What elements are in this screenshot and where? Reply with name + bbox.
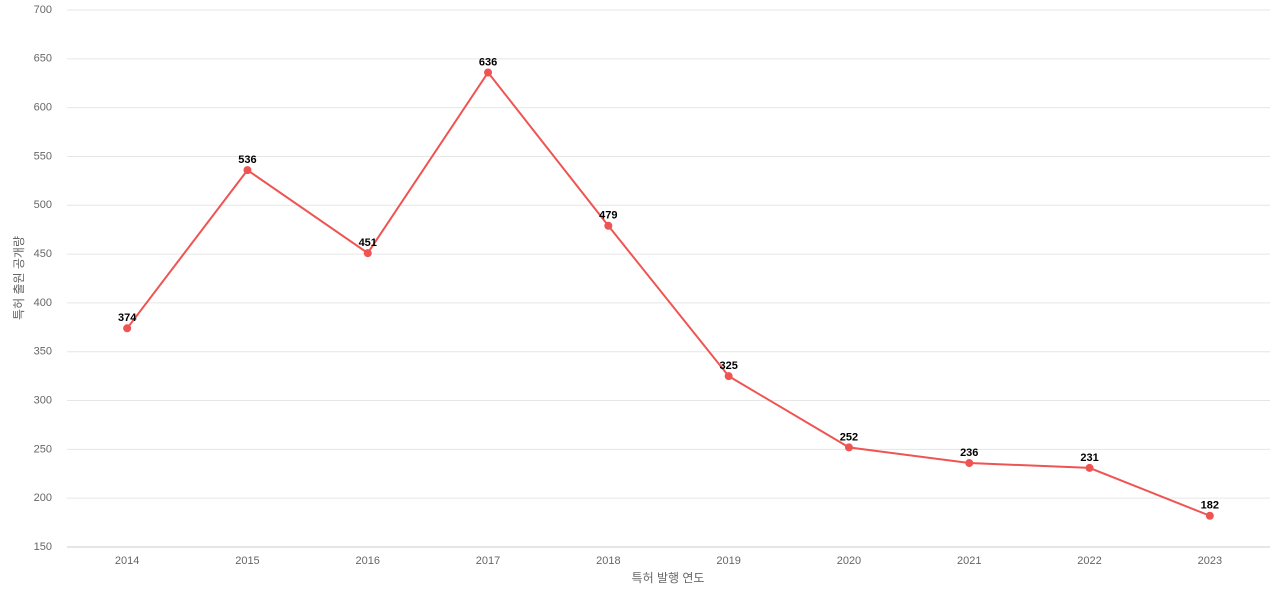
y-tick-label: 650: [34, 53, 52, 65]
x-tick-label: 2018: [596, 555, 620, 567]
y-tick-label: 400: [34, 297, 52, 309]
value-label: 325: [719, 360, 737, 372]
point: [724, 372, 733, 381]
y-tick-label: 250: [34, 443, 52, 455]
value-label: 536: [238, 154, 256, 166]
y-axis-title: 특허 출원 공개량: [12, 236, 26, 320]
value-label: 231: [1080, 452, 1098, 464]
y-tick-label: 300: [34, 394, 52, 406]
value-label: 182: [1201, 500, 1219, 512]
x-axis-title: 특허 발행 연도: [632, 570, 705, 585]
y-tick-label: 550: [34, 150, 52, 162]
y-tick-label: 150: [34, 541, 52, 553]
point: [484, 68, 493, 77]
x-tick-label: 2015: [235, 555, 259, 567]
y-tick-label: 200: [34, 492, 52, 504]
x-tick-label: 2020: [837, 555, 861, 567]
y-tick-label: 450: [34, 248, 52, 260]
value-label: 252: [840, 431, 858, 443]
x-tick-label: 2016: [356, 555, 380, 567]
y-tick-label: 350: [34, 346, 52, 358]
value-label: 636: [479, 56, 497, 68]
point: [965, 459, 974, 468]
point: [123, 324, 132, 333]
value-label: 374: [118, 312, 137, 324]
point: [243, 166, 252, 175]
value-label: 451: [359, 237, 377, 249]
point: [604, 221, 613, 230]
y-tick-label: 500: [34, 199, 52, 211]
value-label: 236: [960, 447, 978, 459]
value-label: 479: [599, 210, 617, 222]
point: [844, 443, 853, 452]
point: [1205, 511, 1214, 520]
x-tick-label: 2022: [1077, 555, 1101, 567]
x-tick-label: 2017: [476, 555, 500, 567]
x-tick-label: 2019: [716, 555, 740, 567]
y-tick-label: 600: [34, 102, 52, 114]
line: [126, 70, 1211, 517]
point: [363, 249, 372, 258]
x-tick-label: 2023: [1198, 555, 1222, 567]
point: [1085, 463, 1094, 472]
x-tick-label: 2021: [957, 555, 981, 567]
x-tick-label: 2014: [115, 555, 139, 567]
y-tick-label: 700: [34, 4, 52, 16]
